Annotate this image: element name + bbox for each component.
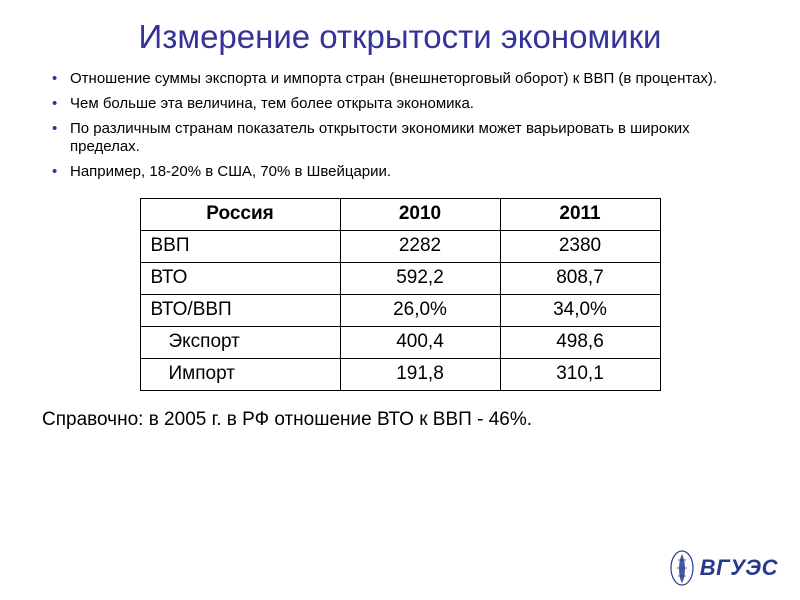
table-row: ВВП 2282 2380: [140, 230, 660, 262]
table-row: Импорт 191,8 310,1: [140, 358, 660, 390]
table-cell: 498,6: [500, 326, 660, 358]
row-label: Импорт: [140, 358, 340, 390]
bullet-dot-icon: •: [48, 70, 70, 89]
table-cell: 592,2: [340, 262, 500, 294]
table-cell: 191,8: [340, 358, 500, 390]
table-row: ВТО/ВВП 26,0% 34,0%: [140, 294, 660, 326]
bullet-text: По различным странам показатель открытос…: [70, 120, 752, 158]
bullet-text: Отношение суммы экспорта и импорта стран…: [70, 70, 752, 89]
logo-emblem-icon: [670, 550, 694, 586]
table-cell: 400,4: [340, 326, 500, 358]
footnote-text: Справочно: в 2005 г. в РФ отношение ВТО …: [42, 409, 758, 431]
bullet-dot-icon: •: [48, 163, 70, 182]
row-label: Экспорт: [140, 326, 340, 358]
bullet-list: • Отношение суммы экспорта и импорта стр…: [48, 70, 752, 182]
table-row: Экспорт 400,4 498,6: [140, 326, 660, 358]
data-table-container: Россия 2010 2011 ВВП 2282 2380 ВТО 592,2…: [30, 198, 770, 391]
table-header-row: Россия 2010 2011: [140, 198, 660, 230]
row-label: ВТО/ВВП: [140, 294, 340, 326]
bullet-item: • Например, 18-20% в США, 70% в Швейцари…: [48, 163, 752, 182]
bullet-dot-icon: •: [48, 95, 70, 114]
table-cell: 2282: [340, 230, 500, 262]
university-logo: ВГУЭС: [670, 550, 778, 586]
table-cell: 808,7: [500, 262, 660, 294]
table-header-cell: 2011: [500, 198, 660, 230]
bullet-item: • Чем больше эта величина, тем более отк…: [48, 95, 752, 114]
row-label: ВВП: [140, 230, 340, 262]
slide-title: Измерение открытости экономики: [30, 18, 770, 56]
table-row: ВТО 592,2 808,7: [140, 262, 660, 294]
bullet-text: Чем больше эта величина, тем более откры…: [70, 95, 752, 114]
table-cell: 26,0%: [340, 294, 500, 326]
row-label: ВТО: [140, 262, 340, 294]
table-header-cell: 2010: [340, 198, 500, 230]
data-table: Россия 2010 2011 ВВП 2282 2380 ВТО 592,2…: [140, 198, 661, 391]
bullet-dot-icon: •: [48, 120, 70, 139]
bullet-text: Например, 18-20% в США, 70% в Швейцарии.: [70, 163, 752, 182]
table-header-cell: Россия: [140, 198, 340, 230]
bullet-item: • По различным странам показатель открыт…: [48, 120, 752, 158]
bullet-item: • Отношение суммы экспорта и импорта стр…: [48, 70, 752, 89]
table-cell: 34,0%: [500, 294, 660, 326]
logo-text: ВГУЭС: [700, 555, 778, 581]
table-cell: 2380: [500, 230, 660, 262]
slide-container: Измерение открытости экономики • Отношен…: [0, 0, 800, 600]
table-cell: 310,1: [500, 358, 660, 390]
